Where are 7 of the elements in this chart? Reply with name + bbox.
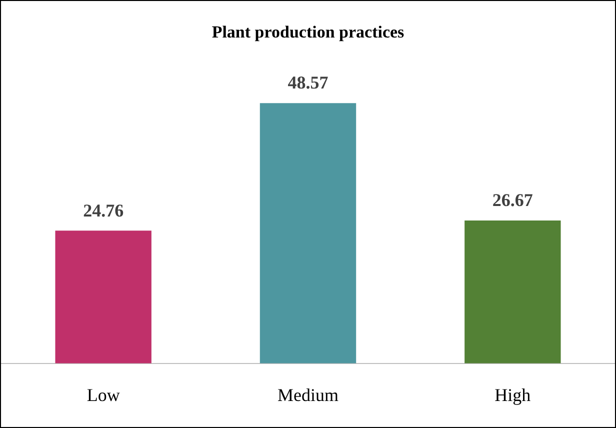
data-label: 48.57 [288,72,328,93]
x-tick-label: Medium [278,384,338,405]
data-label: 24.76 [83,200,124,220]
x-tick-label: High [494,384,531,405]
x-tick-label: Low [86,384,120,405]
chart-title: Plant production practices [212,22,405,42]
data-label: 26.67 [492,190,533,210]
